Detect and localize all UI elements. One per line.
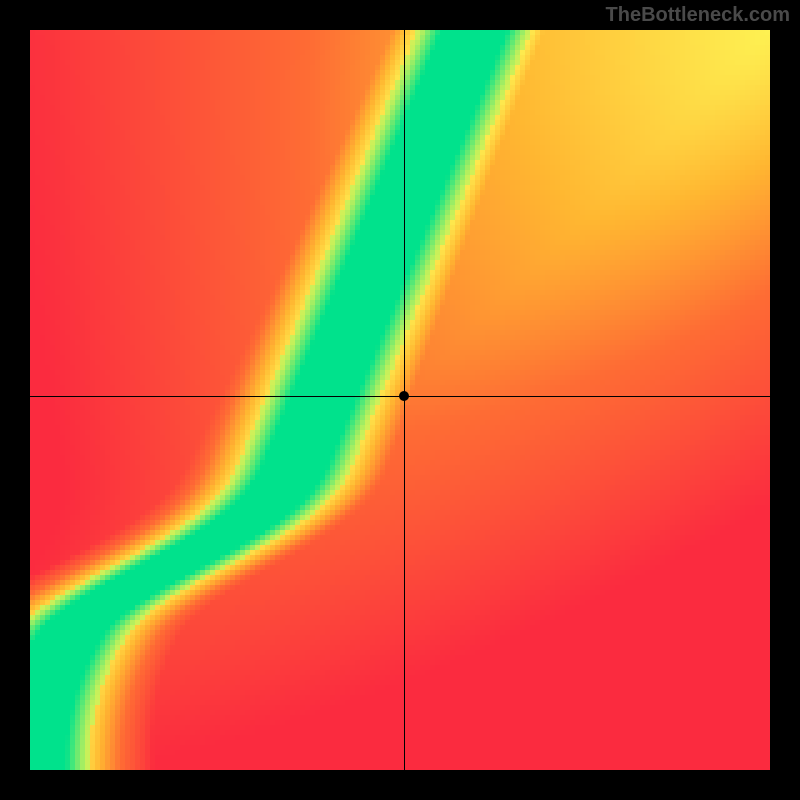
crosshair-marker — [399, 391, 409, 401]
watermark-text: TheBottleneck.com — [606, 4, 790, 27]
plot-area — [30, 30, 770, 770]
